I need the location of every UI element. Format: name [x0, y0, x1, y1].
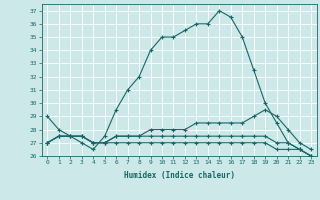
X-axis label: Humidex (Indice chaleur): Humidex (Indice chaleur) [124, 171, 235, 180]
